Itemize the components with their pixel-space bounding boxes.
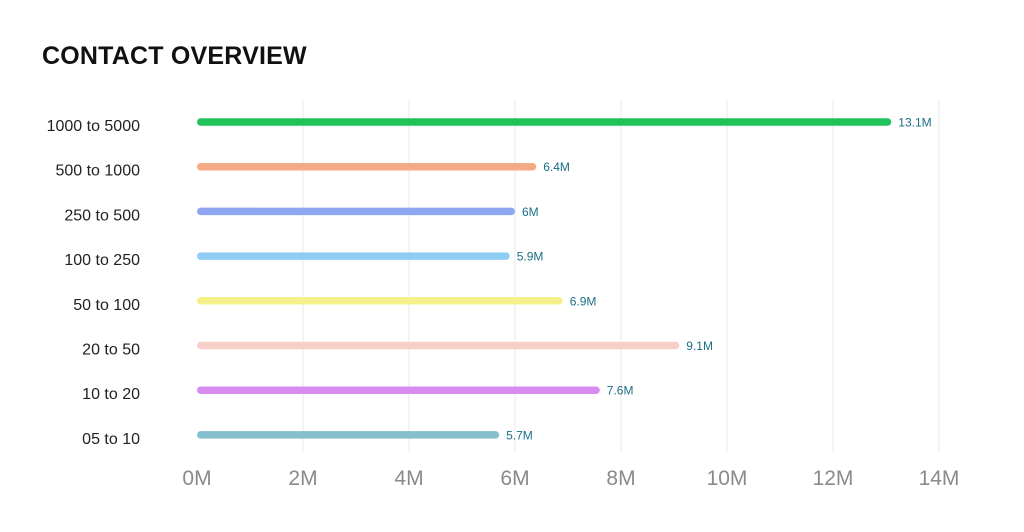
bars <box>197 118 892 439</box>
category-label: 50 to 100 <box>73 297 140 314</box>
x-tick-label: 4M <box>394 467 423 490</box>
category-labels: 1000 to 5000 500 to 1000 250 to 500 100 to … <box>47 118 141 448</box>
x-tick-label: 12M <box>813 467 854 490</box>
x-tick-label: 0M <box>182 467 211 490</box>
category-label: 20 to 50 <box>82 342 140 359</box>
value-label: 5.9M <box>517 250 544 264</box>
value-label: 13.1M <box>898 116 931 130</box>
x-axis-ticks: 0M 2M 4M 6M 8M 10M 12M 14M <box>182 467 959 490</box>
category-label: 250 to 500 <box>64 207 140 224</box>
value-label: 6.9M <box>570 294 597 308</box>
category-label: 10 to 20 <box>82 386 140 403</box>
value-label: 9.1M <box>686 339 713 353</box>
category-label: 05 to 10 <box>82 431 140 448</box>
x-tick-label: 10M <box>707 467 748 490</box>
value-label: 6M <box>522 205 539 219</box>
x-tick-label: 2M <box>288 467 317 490</box>
grid-lines <box>302 100 940 452</box>
value-label: 6.4M <box>543 160 570 174</box>
x-tick-label: 14M <box>919 467 960 490</box>
category-label: 1000 to 5000 <box>47 118 141 135</box>
category-label: 500 to 1000 <box>55 163 140 180</box>
category-label: 100 to 250 <box>64 252 140 269</box>
value-labels: 13.1M 6.4M 6M 5.9M 6.9M 9.1M 7.6M 5.7M <box>506 116 932 443</box>
x-tick-label: 6M <box>500 467 529 490</box>
value-label: 5.7M <box>506 428 533 442</box>
chart-title: CONTACT OVERVIEW <box>42 42 307 70</box>
value-label: 7.6M <box>607 384 634 398</box>
x-tick-label: 8M <box>606 467 635 490</box>
